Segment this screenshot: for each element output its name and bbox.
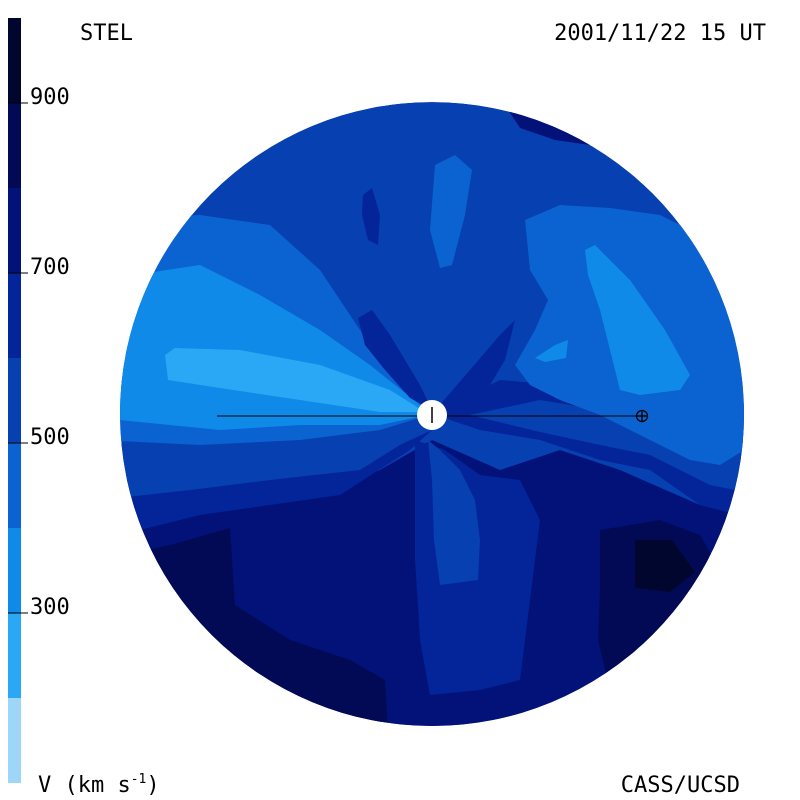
credit-label: CASS/UCSD — [621, 773, 740, 798]
colorbar-tick-label: 300 — [30, 595, 70, 620]
colorbar-band-4 — [8, 358, 21, 443]
colorbar-band-1 — [8, 613, 21, 698]
sun-icon — [417, 400, 447, 430]
earth-icon — [635, 409, 649, 423]
region-500-600-west — [120, 425, 432, 500]
region-600-700-north-filament — [362, 188, 380, 245]
colorbar-band-5 — [8, 273, 21, 358]
region-400-500-north-streak — [430, 155, 472, 268]
region-900-plus — [635, 540, 695, 592]
colorbar-band-0 — [8, 698, 21, 783]
source-label: STEL — [80, 21, 133, 46]
region-600-700-northeast-wedge — [432, 320, 515, 414]
region-200-300-west — [165, 348, 425, 412]
colorbar-ticks: 900 700 500 300 — [8, 85, 70, 620]
colorbar-band-7 — [8, 103, 21, 188]
colorbar-tick-label: 500 — [30, 425, 70, 450]
velocity-colorbar — [8, 18, 21, 783]
region-500-600-east — [470, 400, 744, 495]
timestamp-label: 2001/11/22 15 UT — [554, 21, 766, 46]
region-300-400-east — [585, 245, 690, 395]
region-600-700-west — [120, 430, 432, 540]
colorbar-tick-label: 700 — [30, 255, 70, 280]
region-300-400-east-spot — [535, 340, 568, 362]
region-600-700-center-north — [358, 310, 432, 410]
region-500-600-south-tongue — [428, 440, 480, 585]
colorbar-tick-label: 900 — [30, 85, 70, 110]
colorbar-band-8 — [8, 18, 21, 103]
colorbar-band-3 — [8, 443, 21, 528]
colorbar-band-2 — [8, 528, 21, 613]
units-label: V (km s-1) — [38, 772, 160, 798]
velocity-disk — [120, 102, 744, 726]
colorbar-band-6 — [8, 188, 21, 273]
